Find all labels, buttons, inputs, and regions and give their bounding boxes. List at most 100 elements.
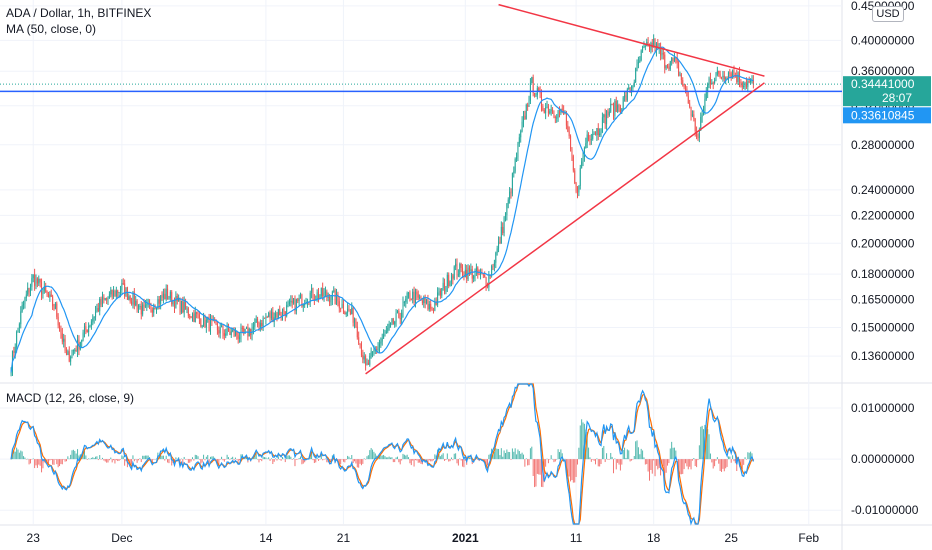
price-tick-label: 0.22000000 <box>851 208 915 222</box>
candle-body <box>180 300 182 313</box>
macd-histogram-bar <box>282 457 284 460</box>
macd-histogram-bar <box>171 459 173 466</box>
candle-body <box>549 111 551 114</box>
candle-body <box>122 283 124 285</box>
candle-body <box>264 317 266 319</box>
candle-body <box>362 355 364 360</box>
candle-body <box>24 297 26 304</box>
candle-body <box>246 327 248 329</box>
symbol-legend[interactable]: ADA / Dollar, 1h, BITFINEX <box>6 6 152 20</box>
candle-body <box>740 81 742 83</box>
candle-body <box>545 107 547 114</box>
macd-histogram-bar <box>275 458 277 460</box>
candle-body <box>114 290 116 297</box>
candle-body <box>129 296 131 302</box>
price-axis[interactable]: 0.450000000.400000000.360000000.32000000… <box>851 0 915 363</box>
macd-histogram-bar <box>259 459 261 461</box>
candle-body <box>614 100 616 116</box>
macd-histogram-bar <box>594 459 596 465</box>
macd-histogram-bar <box>736 459 738 472</box>
candle-body <box>715 74 717 80</box>
candle-body <box>70 356 72 362</box>
candle-body <box>719 73 721 77</box>
candle-body <box>509 191 511 200</box>
macd-histogram-bar <box>352 459 354 464</box>
macd-histogram-bar <box>507 451 509 460</box>
candle-body <box>95 311 97 318</box>
macd-histogram-bar <box>301 459 303 465</box>
candle-body <box>234 330 236 337</box>
macd-histogram-bar <box>291 459 293 460</box>
candle-body <box>660 48 662 56</box>
candle-body <box>376 349 378 351</box>
ma-legend[interactable]: MA (50, close, 0) <box>6 22 97 36</box>
macd-histogram-bar <box>561 453 563 460</box>
candle-body <box>495 252 497 263</box>
candle-body <box>60 329 62 334</box>
macd-histogram-bar <box>413 459 415 467</box>
macd-histogram-bar <box>258 459 260 463</box>
candle-body <box>193 313 195 322</box>
macd-legend[interactable]: MACD (12, 26, close, 9) <box>6 391 135 405</box>
price-tick-label: 0.13600000 <box>851 349 915 363</box>
macd-histogram-bar <box>60 459 62 465</box>
candle-body <box>277 309 279 318</box>
macd-histogram-bar <box>614 458 616 460</box>
macd-histogram-bar <box>82 452 84 460</box>
macd-histogram-bar <box>137 459 139 461</box>
candle-body <box>223 333 225 336</box>
macd-histogram-bar <box>264 457 266 460</box>
candle-body <box>381 338 383 342</box>
macd-histogram-bar <box>219 459 221 460</box>
candle-body <box>511 173 513 194</box>
trendlines[interactable] <box>365 3 765 375</box>
candle-body <box>64 338 66 351</box>
macd-histogram-bar <box>412 459 414 461</box>
macd-histogram-bar <box>450 457 452 460</box>
macd-histogram-bar <box>201 459 203 463</box>
macd-histogram-bar <box>272 459 274 465</box>
candle-body <box>582 157 584 162</box>
candle-body <box>405 298 407 302</box>
candle-body <box>427 299 429 310</box>
candle-body <box>270 311 272 319</box>
candle-body <box>462 267 464 276</box>
price-levels[interactable] <box>0 83 842 93</box>
macd-histogram-bar <box>286 456 288 460</box>
macd-histogram-bar <box>390 457 392 460</box>
candle-body <box>241 327 243 329</box>
candle-body <box>618 104 620 108</box>
candle-body <box>696 131 698 138</box>
macd-histogram-bar <box>571 459 573 481</box>
macd-histogram-bar <box>208 459 210 463</box>
candle-body <box>205 319 207 328</box>
candle-body <box>534 92 536 96</box>
macd-histogram-bar <box>236 459 238 460</box>
macd-histogram-bar <box>619 459 621 471</box>
candle-body <box>372 351 374 353</box>
candle-body <box>288 301 290 304</box>
macd-histogram-bar <box>604 459 606 463</box>
candle-body <box>197 314 199 316</box>
macd-histogram-bar <box>513 451 515 460</box>
macd-histogram-bar <box>453 453 455 460</box>
candle-body <box>355 319 357 327</box>
macd-axis[interactable]: 0.01000000 0.00000000 -0.01000000 <box>851 401 919 517</box>
candle-body <box>615 100 617 112</box>
candle-body <box>262 317 264 326</box>
candle-body <box>124 283 126 297</box>
macd-histogram-bar <box>540 459 542 487</box>
macd-histogram-bar <box>680 459 682 475</box>
candle-body <box>153 307 155 313</box>
candle-body <box>453 266 455 279</box>
macd-histogram-bar <box>290 456 292 460</box>
currency-button[interactable]: USD <box>872 6 904 22</box>
candle-body <box>179 298 181 313</box>
candle-body <box>496 248 498 253</box>
candle-body <box>491 266 493 276</box>
candle-body <box>626 89 628 101</box>
macd-histogram-bar <box>697 459 699 461</box>
candle-body <box>378 343 380 347</box>
macd-histogram-bar <box>499 455 501 460</box>
